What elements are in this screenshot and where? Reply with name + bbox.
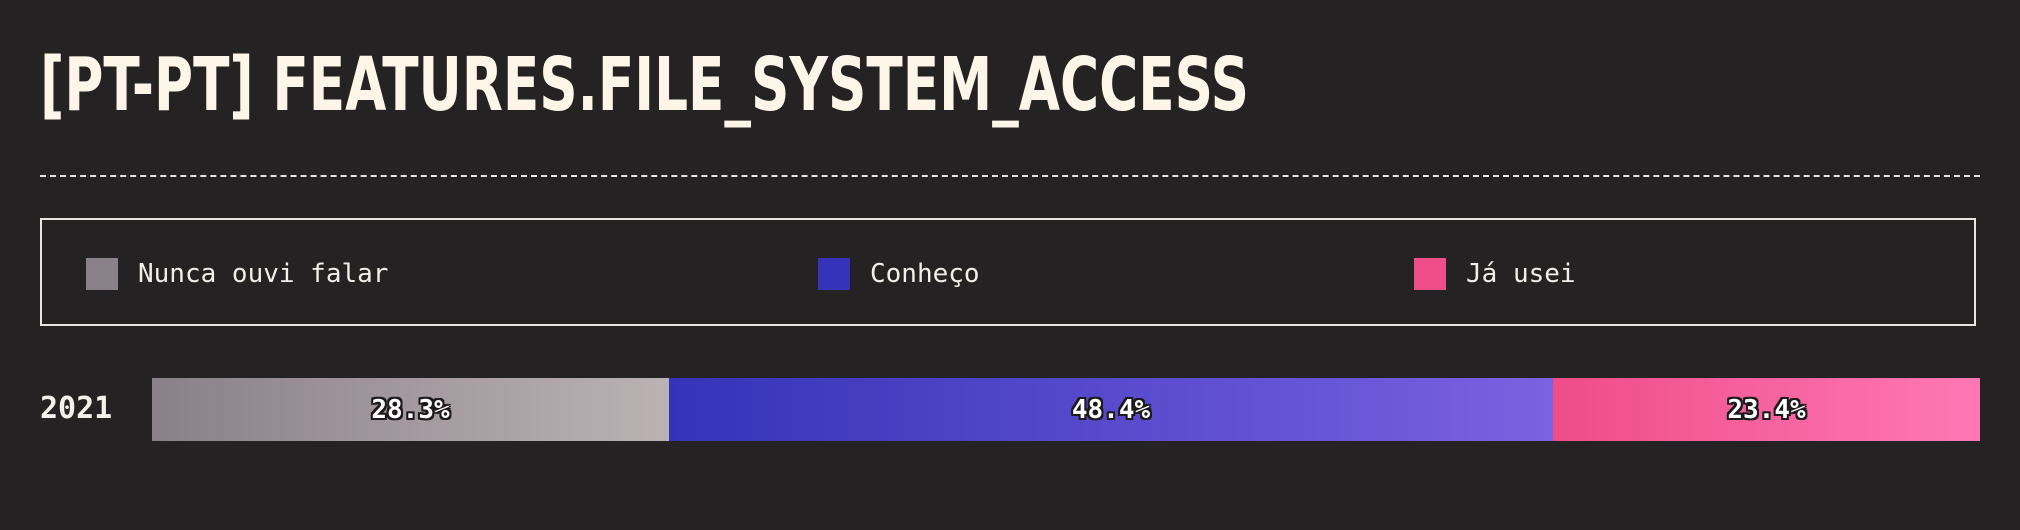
stacked-bar-2021: 28.3% 48.4% 23.4% <box>152 378 1980 441</box>
legend-item-conheco[interactable]: Conheço <box>818 258 980 290</box>
bar-segment-conheco[interactable]: 48.4% <box>669 378 1553 441</box>
chart-title: [PT-PT] FEATURES.FILE_SYSTEM_ACCESS <box>40 42 1249 128</box>
legend-swatch <box>1414 258 1446 290</box>
legend-label: Já usei <box>1466 259 1576 289</box>
legend-label: Conheço <box>870 259 980 289</box>
data-label: 28.3% <box>371 394 450 425</box>
bar-segment-nunca-ouvi-falar[interactable]: 28.3% <box>152 378 669 441</box>
data-label: 23.4% <box>1727 394 1806 425</box>
legend-item-nunca-ouvi-falar[interactable]: Nunca ouvi falar <box>86 258 388 290</box>
legend-label: Nunca ouvi falar <box>138 259 389 289</box>
chart-legend: Nunca ouvi falar Conheço Já usei <box>40 218 1976 326</box>
legend-swatch <box>86 258 118 290</box>
title-divider <box>40 175 1980 177</box>
row-label-year: 2021 <box>40 391 113 426</box>
legend-swatch <box>818 258 850 290</box>
bar-segment-ja-usei[interactable]: 23.4% <box>1553 378 1980 441</box>
data-label: 48.4% <box>1071 394 1151 425</box>
legend-item-ja-usei[interactable]: Já usei <box>1414 258 1576 290</box>
